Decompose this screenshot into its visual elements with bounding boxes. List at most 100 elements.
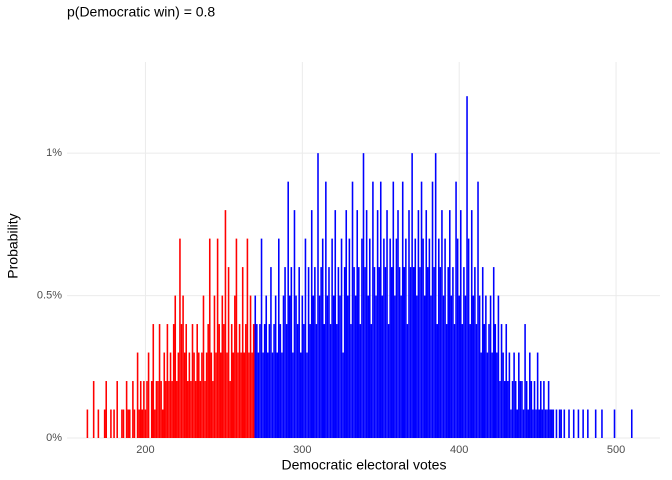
bar (196, 324, 198, 438)
bar (323, 324, 326, 438)
bar (511, 381, 514, 438)
bar (273, 324, 275, 438)
bar (488, 324, 490, 438)
bar (373, 267, 376, 438)
bar (295, 295, 297, 438)
bar (201, 352, 203, 438)
bar (370, 324, 373, 438)
bar (160, 381, 162, 438)
bar (348, 238, 351, 438)
bar (304, 238, 307, 438)
bar (183, 352, 186, 438)
bar (147, 352, 150, 438)
bar (376, 210, 379, 438)
bar (472, 295, 475, 438)
bar (127, 409, 129, 438)
bar (271, 352, 274, 438)
bar (507, 381, 509, 438)
bar (334, 210, 337, 438)
y-tick-label: 1% (46, 147, 62, 159)
bar (105, 381, 108, 438)
bar (379, 181, 382, 439)
bar (409, 267, 412, 438)
bar (133, 409, 136, 438)
bar (463, 267, 465, 438)
bar (182, 295, 184, 438)
bar (227, 267, 230, 438)
bar (288, 295, 291, 438)
bar (387, 324, 390, 438)
bar (204, 381, 206, 438)
bar (260, 238, 263, 438)
bar (171, 381, 173, 438)
bar (176, 381, 178, 438)
bar (499, 381, 501, 438)
bar (340, 238, 343, 438)
bar (492, 267, 495, 438)
bar (361, 238, 363, 438)
bar (268, 324, 271, 438)
bar (353, 267, 355, 438)
bar (188, 352, 191, 438)
bar (274, 295, 277, 438)
bar (577, 409, 580, 438)
bar (427, 267, 429, 438)
bar (276, 352, 279, 438)
bar (212, 381, 214, 438)
bar (298, 267, 300, 438)
bar (489, 295, 492, 438)
bar (362, 153, 365, 438)
bar (568, 409, 570, 438)
bar (219, 352, 222, 438)
bar (230, 324, 233, 438)
bar (187, 381, 189, 438)
bar (613, 409, 616, 438)
bar (400, 295, 402, 438)
bar (516, 409, 519, 438)
bar (558, 409, 561, 438)
bar (444, 238, 446, 438)
bar (496, 352, 498, 438)
bar (464, 295, 467, 438)
bar (510, 409, 512, 438)
bar (417, 210, 420, 438)
bar (543, 381, 545, 438)
bar (237, 352, 239, 438)
bar (314, 267, 316, 438)
bar (445, 324, 448, 438)
bar (474, 267, 476, 438)
bar (467, 238, 470, 438)
bar (475, 324, 478, 438)
bar (514, 381, 517, 438)
bar (601, 409, 603, 438)
bar (469, 324, 471, 438)
bar (395, 238, 398, 438)
bar (572, 409, 575, 438)
bar (401, 181, 404, 439)
y-axis-label: Probability (5, 213, 21, 278)
bar (345, 210, 348, 438)
bar (524, 324, 526, 438)
bar (494, 324, 497, 438)
bar (544, 409, 547, 438)
bar (356, 210, 359, 438)
bar (383, 238, 385, 438)
bar (110, 409, 112, 438)
bar (522, 409, 525, 438)
bar (218, 324, 220, 438)
bar (267, 352, 269, 438)
bar (532, 409, 534, 438)
bar (317, 153, 319, 438)
bar (284, 267, 286, 438)
bar (450, 295, 453, 438)
bar (163, 352, 166, 438)
bar (485, 295, 487, 438)
bar (329, 324, 332, 438)
bar (141, 409, 144, 438)
bar (315, 324, 318, 438)
bar (256, 324, 258, 438)
bar (303, 324, 305, 438)
y-tick-label: 0.5% (37, 289, 62, 301)
x-tick-label: 500 (607, 444, 625, 456)
bar (172, 324, 175, 438)
